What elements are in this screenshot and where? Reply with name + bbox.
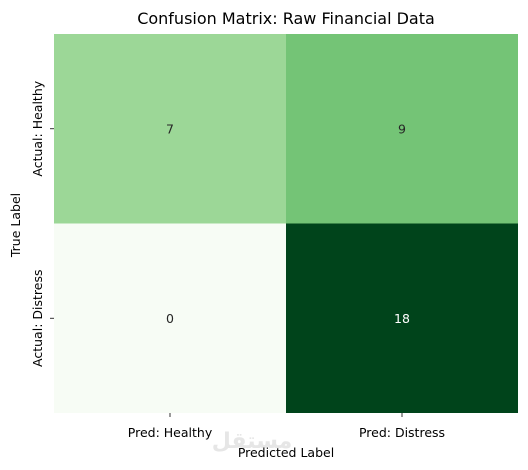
cell-value-r0-c1: 9 bbox=[398, 121, 406, 136]
y-axis-label: True Label bbox=[8, 193, 23, 258]
cell-value-r1-c0: 0 bbox=[166, 311, 174, 326]
heatmap-cell-r0-c1 bbox=[286, 34, 518, 224]
cell-value-r0-c0: 7 bbox=[166, 121, 174, 136]
heatmap-cell-r1-c1 bbox=[286, 223, 518, 413]
x-tick-label-1: Pred: Distress bbox=[359, 425, 445, 440]
x-tick-label-0: Pred: Healthy bbox=[128, 425, 213, 440]
heatmap-cell-labels: 7 9 0 18 bbox=[166, 121, 410, 326]
heatmap-cell-r0-c0 bbox=[54, 34, 286, 224]
x-axis-ticks: Pred: Healthy Pred: Distress bbox=[128, 413, 445, 440]
y-tick-label-1: Actual: Distress bbox=[30, 270, 45, 367]
y-tick-label-0: Actual: Healthy bbox=[30, 80, 45, 176]
heatmap-cells bbox=[54, 34, 518, 413]
chart-title: Confusion Matrix: Raw Financial Data bbox=[137, 9, 435, 28]
x-axis-label: Predicted Label bbox=[238, 445, 334, 460]
y-axis-ticks: Actual: Healthy Actual: Distress bbox=[30, 80, 54, 367]
heatmap-cell-r1-c0 bbox=[54, 223, 286, 413]
cell-value-r1-c1: 18 bbox=[394, 311, 410, 326]
watermark-text: مستقل bbox=[212, 429, 292, 454]
